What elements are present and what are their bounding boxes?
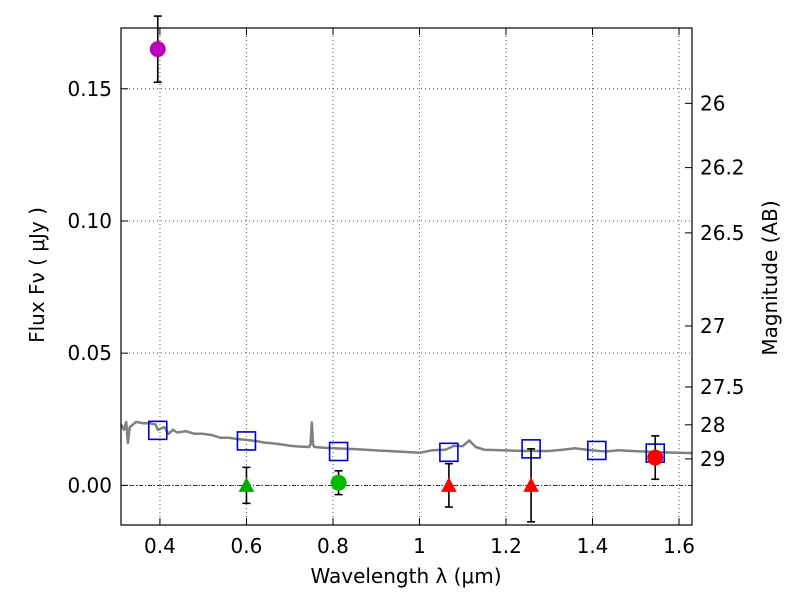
model-square-marker [587,440,607,461]
model-square-marker [328,441,349,462]
magnitude-tick-label: 26 [700,91,725,115]
y-tick-label: 0.10 [67,209,112,233]
plot-frame [120,27,693,526]
model-square-marker [236,431,257,451]
template-spectrum-line [119,420,693,455]
y-tick-label: 0.15 [67,77,112,101]
detection-circle-marker [647,449,664,466]
magnitude-tick-label: 26.5 [700,221,745,245]
magnitude-tick-label: 27.5 [700,375,745,399]
y-axis-title-left: Flux Fν ( μJy ) [25,207,49,343]
x-tick-label: 1.4 [577,534,609,558]
model-square-marker [147,420,168,441]
x-tick-label: 1 [413,534,426,558]
x-tick-label: 0.6 [231,534,263,558]
y-tick-label: 0.05 [67,341,112,365]
magnitude-tick-label: 26.2 [700,156,745,180]
magnitude-tick-label: 27 [700,314,725,338]
model-square-marker [439,442,459,463]
detection-circle-marker [330,474,347,491]
upper-limit-triangle-marker [523,477,539,492]
x-tick-label: 1.2 [490,534,522,558]
axes-layer: 0.4 0.6 0.8 1 1.2 1.4 1.6 0.00 0.05 0.10 0.15 26 26.… [67,27,745,558]
upper-limit-triangle-marker [441,477,457,492]
x-tick-label: 0.4 [144,534,176,558]
x-tick-label: 1.6 [663,534,695,558]
y-tick-label: 0.00 [67,473,112,497]
detection-circle-marker [149,41,166,58]
magnitude-tick-label: 28 [700,413,725,437]
grid-layer [121,28,692,525]
x-axis-title: Wavelength λ (μm) [310,564,501,588]
y-axis-title-right: Magnitude (AB) [758,200,782,355]
magnitude-tick-label: 29 [700,447,725,471]
data-layer [119,15,693,523]
x-tick-label: 0.8 [317,534,349,558]
upper-limit-triangle-marker [238,477,255,492]
